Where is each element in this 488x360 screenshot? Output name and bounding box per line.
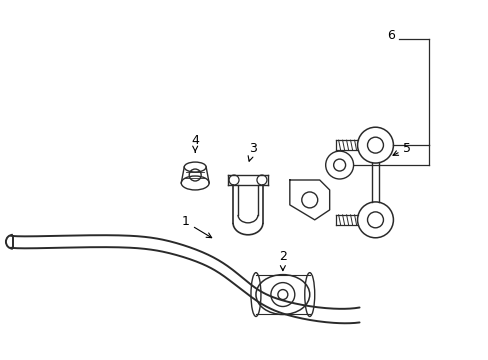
Text: 3: 3 [247,141,256,161]
Text: 5: 5 [392,141,410,155]
Text: 2: 2 [278,250,286,271]
Text: 1: 1 [181,215,211,238]
Text: 4: 4 [191,134,199,152]
Text: 6: 6 [386,29,395,42]
